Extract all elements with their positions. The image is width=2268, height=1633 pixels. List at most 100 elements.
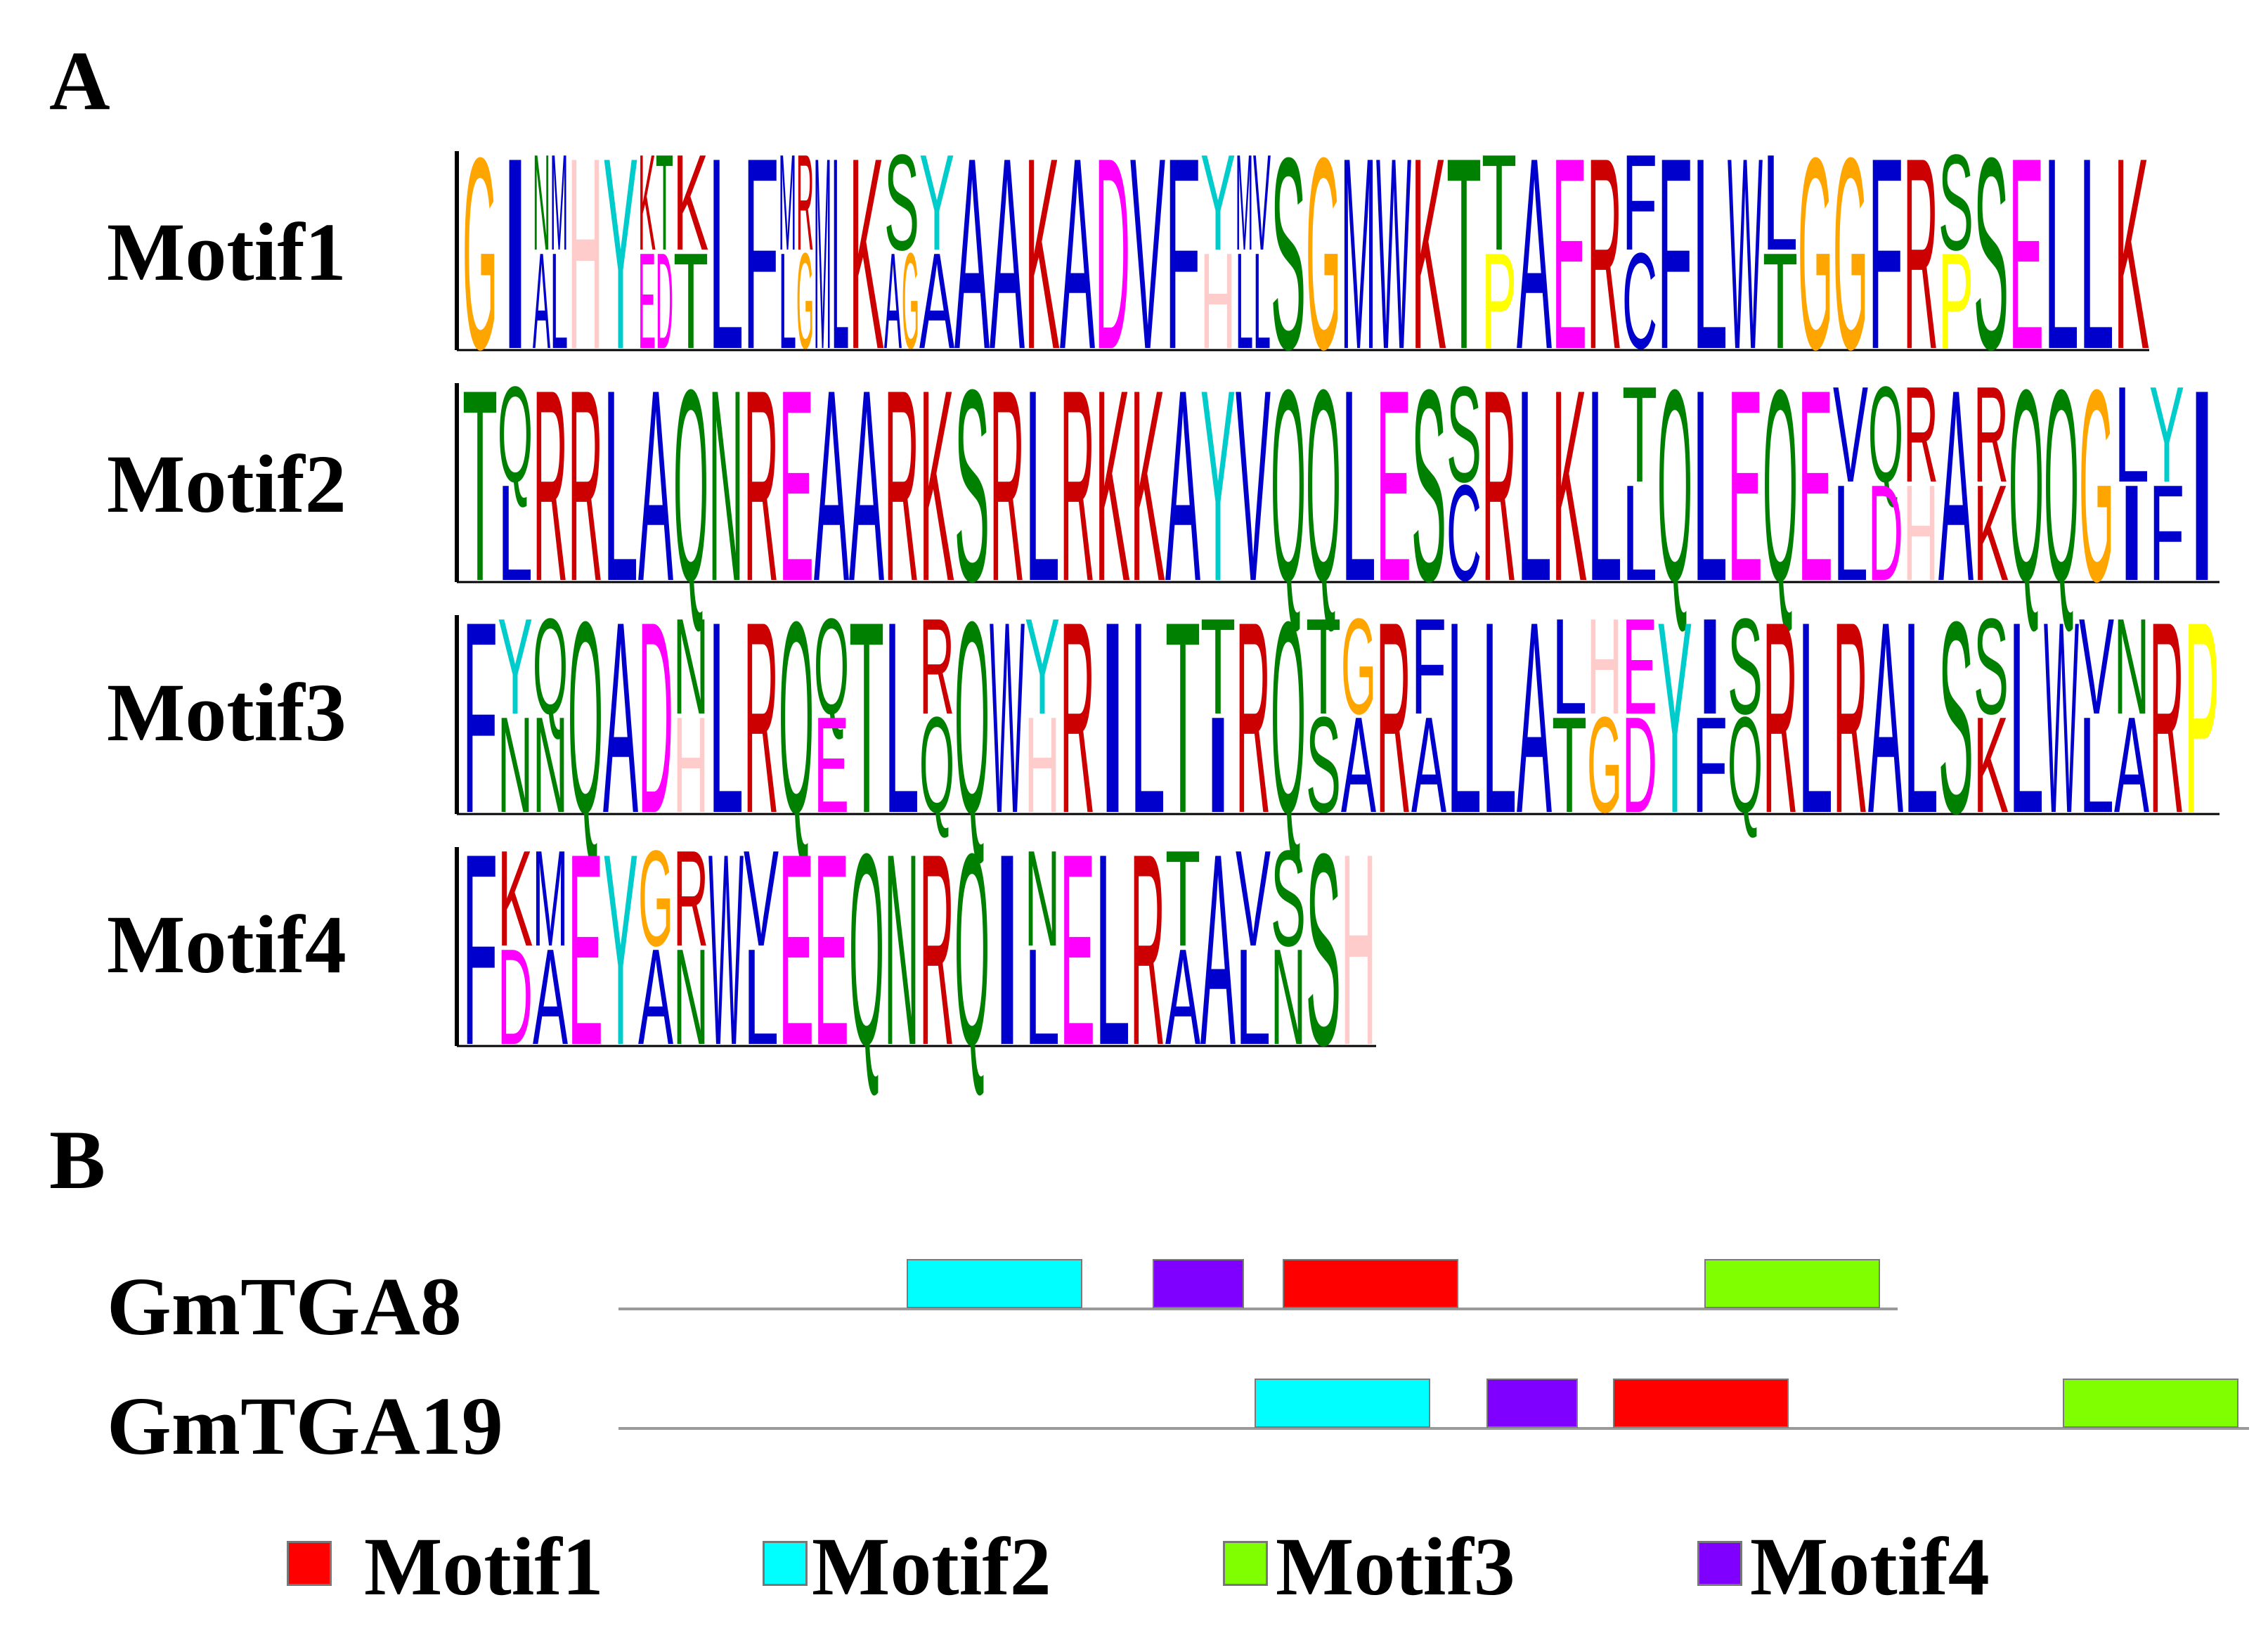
logo-column: I bbox=[990, 798, 1025, 1103]
logo-letter: R bbox=[1130, 797, 1165, 1102]
logo-letter: E bbox=[1552, 101, 1587, 407]
logo-letter: A bbox=[533, 922, 568, 1073]
logo-letter: I bbox=[498, 102, 533, 407]
logo-letter: T bbox=[1552, 688, 1587, 841]
logo-letter: A bbox=[1868, 565, 1903, 871]
logo-letter: A bbox=[638, 922, 673, 1073]
logo-column: L bbox=[1903, 564, 1938, 870]
logo-letter: Y bbox=[1200, 127, 1236, 279]
logo-letter: R bbox=[884, 333, 919, 638]
logo-letter: V bbox=[1130, 101, 1165, 407]
logo-column: N bbox=[708, 333, 744, 638]
motif4-label: Motif4 bbox=[107, 898, 346, 990]
logo-letter: N bbox=[1271, 920, 1306, 1073]
logo-letter: H bbox=[568, 101, 603, 406]
logo-column: M VL L bbox=[1236, 126, 1271, 377]
logo-letter: E bbox=[1728, 333, 1763, 639]
logo-letter: M bbox=[814, 101, 831, 406]
logo-letter: L bbox=[498, 457, 533, 609]
logo-column: F bbox=[462, 796, 498, 1102]
logo-column: W bbox=[708, 796, 744, 1102]
logo-letter: H bbox=[1025, 688, 1060, 841]
logo-letter: A bbox=[1517, 101, 1552, 407]
logo-letter: T bbox=[673, 224, 708, 377]
logo-letter: A bbox=[919, 226, 954, 377]
logo-column: R bbox=[1833, 565, 1868, 870]
logo-column: A bbox=[814, 333, 849, 639]
logo-letter: Y bbox=[1200, 333, 1236, 639]
logo-letter: K bbox=[2114, 101, 2149, 407]
logo-letter: N bbox=[673, 590, 708, 742]
logo-letter: Y bbox=[2149, 359, 2184, 511]
logo-column: A bbox=[1200, 797, 1236, 1103]
logo-letter: L bbox=[1517, 332, 1552, 638]
logo-column: K bbox=[919, 333, 954, 639]
logo-letter: L bbox=[884, 564, 919, 870]
logo-letter: E bbox=[568, 797, 603, 1103]
logo-column: YH bbox=[1200, 127, 1236, 377]
logo-letter: R bbox=[1903, 101, 1938, 406]
logo-column: R bbox=[1763, 565, 1798, 870]
logo-column: G bbox=[462, 102, 498, 407]
logo-letter: T bbox=[1165, 822, 1200, 975]
logo-letter: L bbox=[1130, 564, 1165, 870]
logo-column: VL bbox=[1236, 823, 1271, 1074]
logo-letter: W bbox=[990, 564, 1025, 870]
logo-letter: Q bbox=[1728, 688, 1763, 841]
gmtga8-motif4-box bbox=[1153, 1259, 1244, 1308]
logo-letter: H bbox=[1587, 590, 1622, 742]
logo-letter: A bbox=[990, 101, 1025, 407]
logo-column: K bbox=[1025, 101, 1060, 407]
logo-column: E bbox=[779, 333, 814, 639]
logo-column: TA bbox=[1165, 822, 1200, 1073]
logo-letter: T bbox=[1200, 590, 1236, 743]
logo-column: E bbox=[814, 797, 849, 1103]
logo-column: ED bbox=[1622, 591, 1657, 841]
logo-letter: N bbox=[884, 797, 919, 1102]
logo-letter: L bbox=[744, 921, 779, 1073]
logo-letter: A bbox=[814, 333, 849, 639]
logo-letter: M bbox=[533, 823, 568, 975]
logo-column: L bbox=[708, 564, 744, 870]
logo-letter: K bbox=[1974, 690, 2009, 841]
logo-letter: N bbox=[2114, 590, 2149, 742]
logo-letter: Y bbox=[1657, 565, 1692, 871]
logo-letter: L bbox=[2044, 100, 2079, 406]
legend-swatch-motif4 bbox=[1697, 1541, 1742, 1586]
logo-column: R bbox=[1376, 565, 1411, 870]
logo-letter: A bbox=[638, 333, 673, 639]
logo-letter: L bbox=[1236, 224, 1253, 377]
logo-column: Q bbox=[2044, 334, 2079, 639]
logo-letter: F bbox=[1657, 101, 1692, 406]
logo-column: R bbox=[1903, 101, 1938, 406]
logo-letter: R bbox=[673, 822, 708, 974]
logo-column: L bbox=[1482, 564, 1517, 870]
motif2-logo: T QL R R L A Q N R E A A R K S R L R K K A Y V Q Q L E S SC R L K L TL Q L E… bbox=[455, 332, 2220, 639]
logo-letter: R bbox=[796, 127, 814, 279]
logo-letter: N bbox=[498, 688, 533, 841]
gene-line-gmtga19 bbox=[618, 1427, 2249, 1430]
logo-column: TP bbox=[1482, 126, 1517, 377]
logo-letter: R bbox=[990, 333, 1025, 638]
logo-column: R bbox=[1482, 333, 1517, 638]
logo-column: A bbox=[1517, 565, 1552, 871]
logo-letter: K bbox=[638, 126, 656, 279]
logo-column: A bbox=[638, 333, 673, 639]
logo-column: YF bbox=[2149, 359, 2184, 609]
logo-letter: Q bbox=[919, 688, 954, 841]
logo-column: N MA L bbox=[533, 127, 568, 377]
logo-column: KT bbox=[673, 127, 708, 377]
legend-label-motif2: Motif2 bbox=[812, 1521, 1051, 1613]
legend-swatch-motif3 bbox=[1223, 1541, 1268, 1586]
logo-letter: L bbox=[1692, 332, 1728, 638]
logo-column: F bbox=[1868, 101, 1903, 406]
logo-column: NH bbox=[673, 590, 708, 841]
logo-column: A bbox=[603, 565, 638, 871]
logo-letter: A bbox=[1165, 922, 1200, 1073]
logo-letter: R bbox=[1974, 358, 2009, 510]
logo-column: L bbox=[1692, 100, 1728, 406]
logo-column: GA bbox=[1341, 590, 1376, 841]
logo-column: I bbox=[498, 102, 533, 407]
logo-letter: N bbox=[673, 920, 708, 1073]
